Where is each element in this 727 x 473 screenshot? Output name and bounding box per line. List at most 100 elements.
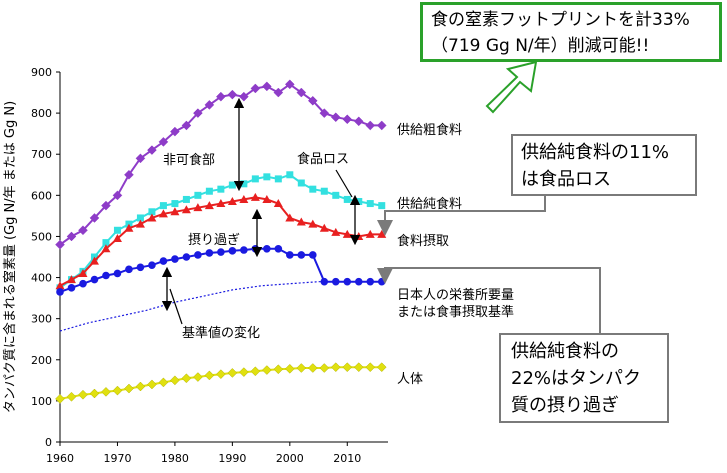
data-point	[124, 169, 134, 180]
data-point	[308, 219, 318, 228]
data-point	[193, 203, 203, 212]
data-point	[353, 116, 364, 127]
data-point	[228, 247, 237, 255]
data-point	[112, 234, 122, 242]
data-point	[378, 202, 386, 210]
data-point	[216, 199, 226, 208]
data-point	[205, 249, 214, 257]
data-point	[112, 385, 123, 396]
series-4	[59, 281, 382, 332]
annotation-shokuhin-loss: 食品ロス	[297, 151, 349, 167]
callout-food-loss-line2: は食品ロス	[521, 169, 611, 190]
label-jintai: 人体	[397, 372, 423, 387]
callout-overconsumption-line3: 質の摂り過ぎ	[511, 395, 619, 416]
data-point	[124, 223, 134, 232]
data-point	[307, 363, 318, 373]
data-point	[251, 244, 260, 253]
data-point	[170, 126, 180, 137]
series-5	[55, 362, 387, 404]
data-point	[286, 171, 294, 179]
data-point	[376, 120, 387, 131]
data-point	[239, 367, 249, 377]
green-arrow-icon	[485, 60, 538, 114]
y-tick-label: 100	[31, 395, 52, 408]
label-sesshu: 食料摂取	[397, 233, 449, 249]
data-point	[89, 213, 100, 223]
data-point	[240, 246, 248, 254]
callout-overconsumption: 供給純食料の 22%はタンパク 質の摂り過ぎ	[499, 333, 669, 423]
x-tick-label: 2010	[333, 452, 361, 465]
data-point	[148, 208, 156, 216]
data-point	[274, 244, 283, 253]
data-point	[286, 251, 294, 259]
data-point	[331, 227, 341, 236]
data-point	[343, 195, 351, 203]
data-point	[332, 191, 340, 199]
data-point	[89, 256, 99, 265]
y-tick-label: 0	[45, 436, 52, 449]
data-point	[376, 362, 387, 373]
connector-overconsumption	[377, 267, 601, 333]
data-point	[135, 381, 146, 392]
data-point	[307, 95, 318, 106]
data-point	[284, 363, 295, 374]
data-point	[342, 114, 353, 125]
data-point	[204, 370, 215, 381]
callout-overconsumption-line2: 22%はタンパク	[511, 368, 642, 389]
y-tick-label: 500	[31, 230, 52, 243]
data-point	[227, 197, 237, 205]
data-point	[171, 200, 179, 208]
data-point	[366, 277, 375, 286]
annotation-kijunchi: 基準値の変化	[182, 325, 260, 341]
data-point	[194, 251, 202, 259]
data-point	[330, 362, 341, 373]
data-point	[319, 108, 330, 118]
data-point	[159, 202, 167, 210]
data-point	[239, 194, 249, 203]
data-point	[273, 364, 284, 375]
annotation-torisugi: 摂り過ぎ	[188, 232, 240, 248]
data-point	[136, 263, 145, 272]
data-point	[285, 213, 295, 222]
data-point	[297, 179, 305, 187]
label-kyokyu-so: 供給粗食料	[397, 122, 462, 138]
data-point	[171, 255, 179, 263]
data-point	[261, 365, 272, 375]
data-point	[89, 388, 100, 399]
data-point	[135, 153, 146, 164]
x-tick-label: 1970	[103, 452, 131, 465]
data-point	[102, 239, 110, 247]
data-point	[78, 225, 88, 236]
data-point	[90, 275, 99, 284]
data-point	[147, 213, 157, 222]
data-point	[365, 120, 376, 131]
series-line	[59, 281, 382, 332]
data-point	[124, 383, 134, 394]
data-point	[273, 87, 284, 98]
data-point	[66, 391, 77, 402]
y-tick-label: 300	[31, 313, 52, 326]
y-tick-label: 400	[31, 272, 52, 285]
y-tick-label: 700	[31, 148, 52, 161]
data-point	[342, 229, 352, 238]
data-point	[228, 181, 236, 189]
data-point	[101, 244, 111, 253]
data-point	[78, 268, 88, 277]
data-point	[181, 373, 192, 384]
connector-food-loss	[377, 196, 546, 236]
label-standard-2: または食事摂取基準	[397, 304, 514, 320]
callout-food-loss: 供給純食料の11% は食品ロス	[511, 134, 697, 196]
data-point	[296, 363, 307, 373]
data-point	[194, 191, 202, 199]
data-point	[274, 175, 282, 183]
data-point	[250, 83, 261, 94]
y-tick-label: 800	[31, 107, 52, 120]
x-tick-label: 1980	[161, 452, 189, 465]
series-3	[56, 244, 386, 296]
data-point	[216, 91, 226, 102]
data-point	[319, 363, 330, 373]
data-point	[217, 248, 225, 256]
data-point	[262, 194, 272, 203]
data-point	[320, 187, 328, 195]
